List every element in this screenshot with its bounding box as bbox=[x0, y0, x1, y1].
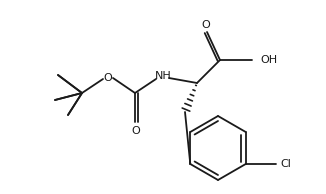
Text: O: O bbox=[132, 126, 141, 136]
Text: OH: OH bbox=[260, 55, 277, 65]
Text: O: O bbox=[201, 20, 210, 30]
Text: Cl: Cl bbox=[281, 159, 291, 169]
Text: NH: NH bbox=[155, 71, 171, 81]
Text: O: O bbox=[104, 73, 112, 83]
